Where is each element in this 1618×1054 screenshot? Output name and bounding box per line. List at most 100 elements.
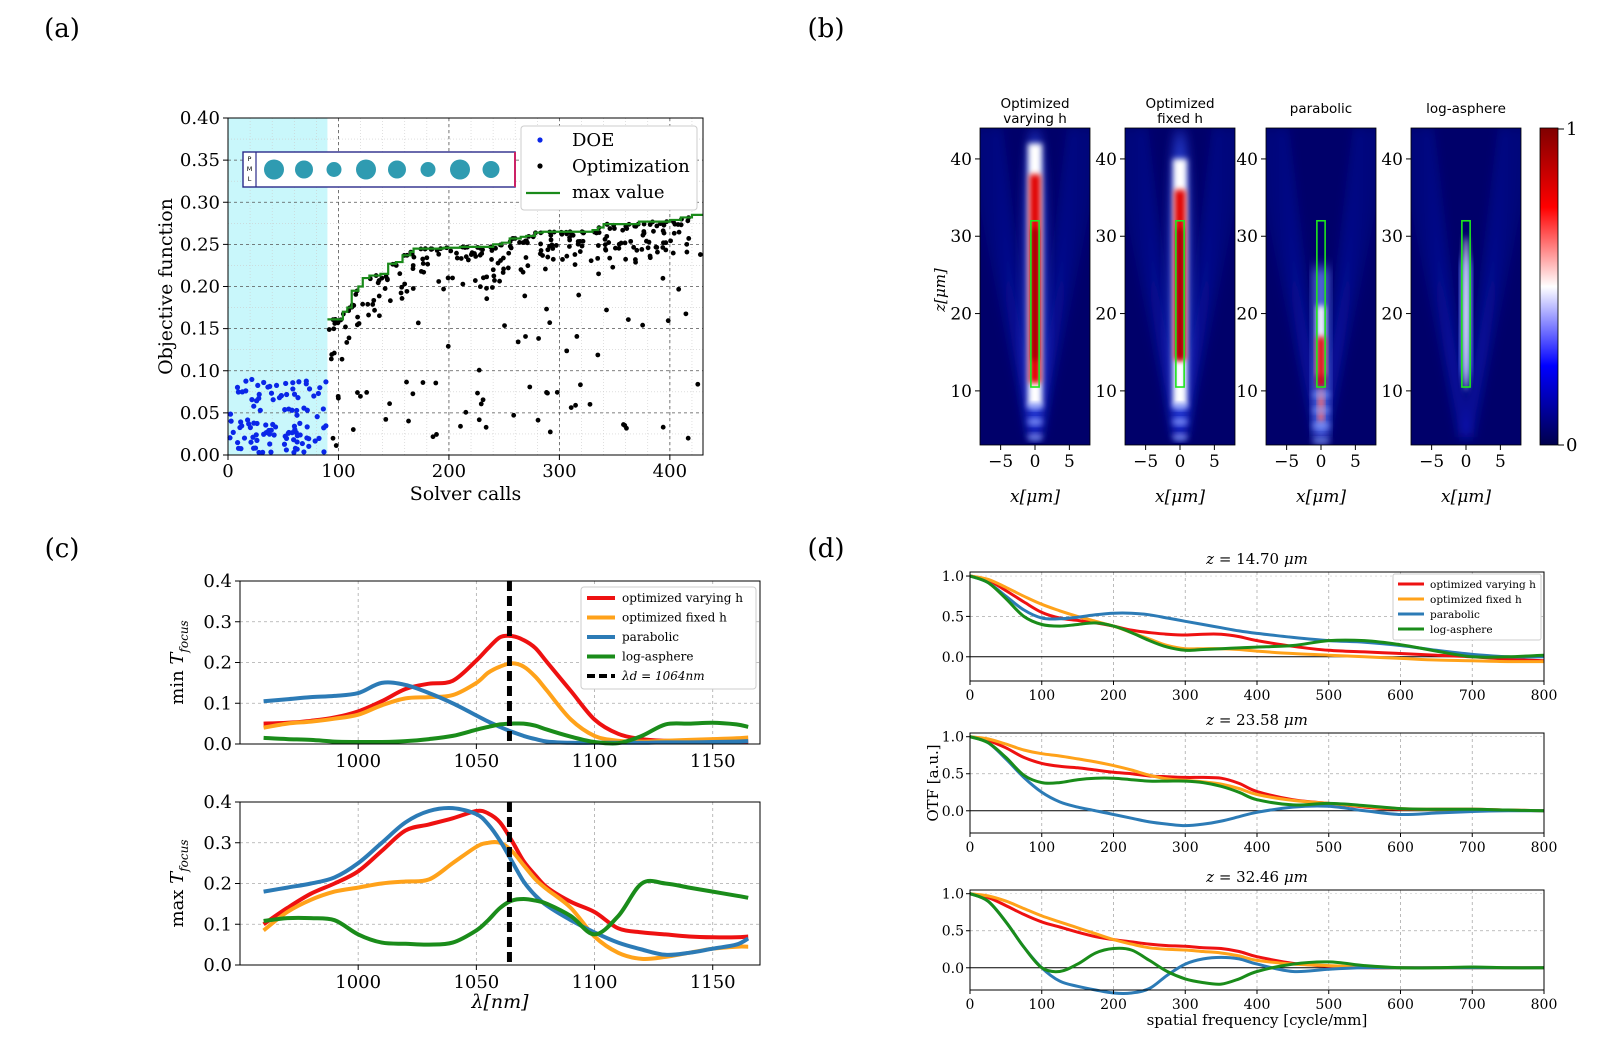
optimization-point	[660, 228, 666, 234]
y-tick-label: 0.3	[203, 612, 232, 633]
doe-point	[290, 386, 296, 392]
optimization-point	[640, 232, 646, 238]
optimization-point	[525, 263, 531, 269]
lobe	[1180, 128, 1222, 438]
optimization-point	[406, 418, 411, 424]
x-tick-label: 500	[1315, 840, 1342, 856]
optimization-point	[425, 261, 431, 267]
heatmap-title: varying h	[1003, 111, 1067, 127]
x-tick-label: 1000	[335, 972, 381, 993]
y-tick-label: 20	[1095, 305, 1117, 325]
doe-point	[239, 423, 245, 429]
optimization-point	[387, 401, 392, 407]
doe-point	[230, 429, 236, 435]
x-tick-label: 300	[1172, 840, 1199, 856]
y-tick-label: 0.05	[180, 403, 220, 424]
optimization-point	[329, 352, 335, 357]
doe-point	[292, 445, 299, 451]
doe-point	[254, 420, 260, 427]
optimization-point	[377, 313, 382, 319]
x-axis-label: x[μm]	[1155, 487, 1205, 507]
side-lobes	[1266, 128, 1376, 438]
optimization-point	[376, 278, 382, 283]
doe-point	[291, 391, 298, 397]
optimization-point	[602, 242, 608, 248]
optimization-point	[370, 302, 376, 307]
optimization-point	[515, 339, 521, 345]
optimization-point	[607, 226, 613, 231]
doe-point	[314, 414, 320, 420]
optimization-point	[522, 238, 528, 244]
optimization-point	[382, 286, 388, 291]
optimization-point	[536, 336, 541, 341]
optimization-point	[575, 241, 581, 247]
lobe	[1266, 184, 1321, 438]
optimization-point	[660, 424, 666, 430]
x-tick-label: 300	[1172, 997, 1199, 1013]
doe-point	[257, 407, 263, 413]
legend-marker-optimization	[537, 163, 543, 169]
optimization-point	[560, 257, 565, 262]
doe-point	[268, 449, 274, 455]
colorbar: 10	[1539, 119, 1577, 456]
optimization-point	[523, 334, 528, 339]
optimization-point	[604, 233, 610, 239]
doe-point	[243, 378, 249, 384]
y-tick-label: 40	[1236, 150, 1258, 170]
optimization-point	[545, 254, 551, 260]
optimization-point	[399, 284, 405, 290]
y-tick-label: 0.25	[180, 234, 220, 255]
optimization-point	[328, 356, 334, 362]
legend-d: optimized varying h optimized fixed h para…	[1392, 573, 1542, 641]
optimization-point	[472, 251, 477, 256]
optimization-point	[559, 231, 565, 237]
d-x-axis-label: spatial frequency [cycle/mm]	[1147, 1011, 1368, 1029]
optimization-point	[670, 250, 676, 256]
optimization-point	[410, 391, 416, 397]
side-lobes	[1125, 128, 1235, 438]
series-line-optimized-varying-h	[969, 574, 1545, 663]
optimization-point	[448, 248, 454, 254]
doe-point	[294, 407, 300, 414]
optimization-point	[477, 252, 483, 258]
ripple	[1027, 402, 1043, 411]
legend-label: optimized fixed h	[1430, 594, 1522, 606]
x-tick-label: 100	[321, 461, 355, 482]
optimization-point	[631, 244, 637, 250]
optimization-point	[553, 243, 559, 248]
optimization-point	[595, 255, 601, 261]
x-axis-label: x[μm]	[1441, 487, 1491, 507]
doe-point	[248, 439, 254, 445]
optimization-point	[612, 245, 618, 251]
optimization-point	[484, 285, 489, 291]
doe-point	[283, 447, 289, 453]
optimization-point	[399, 296, 405, 301]
doe-point	[249, 376, 255, 383]
optimization-point	[445, 343, 451, 349]
optimization-point	[436, 279, 442, 284]
doe-point	[263, 422, 269, 428]
lobe	[993, 128, 1035, 438]
optimization-point	[564, 348, 570, 354]
optimization-point	[632, 257, 638, 262]
optimization-point	[476, 367, 482, 373]
lobe	[1279, 128, 1321, 438]
subplot-title: z = 23.58 μm	[1205, 711, 1308, 729]
optimization-point	[454, 255, 460, 261]
chart-a: 0 100 200 300 400 0.00 0.05 0.10 0.15 0.20 0.25 0.3…	[155, 108, 704, 505]
y-axis-label: min Tfocus	[167, 620, 191, 704]
optimization-point	[568, 405, 574, 410]
lobe	[1266, 128, 1321, 438]
optimization-point	[574, 334, 580, 339]
optimization-point	[572, 252, 578, 257]
optimization-point	[492, 278, 497, 283]
x-tick-label: 600	[1387, 688, 1414, 704]
x-tick-label: 5	[1350, 452, 1361, 472]
optimization-point	[547, 320, 553, 326]
doe-point	[228, 418, 234, 424]
x-tick-label: 0	[966, 688, 975, 704]
optimization-point	[518, 267, 524, 273]
heatmap-title: fixed h	[1157, 111, 1203, 127]
x-tick-label: 800	[1531, 688, 1558, 704]
